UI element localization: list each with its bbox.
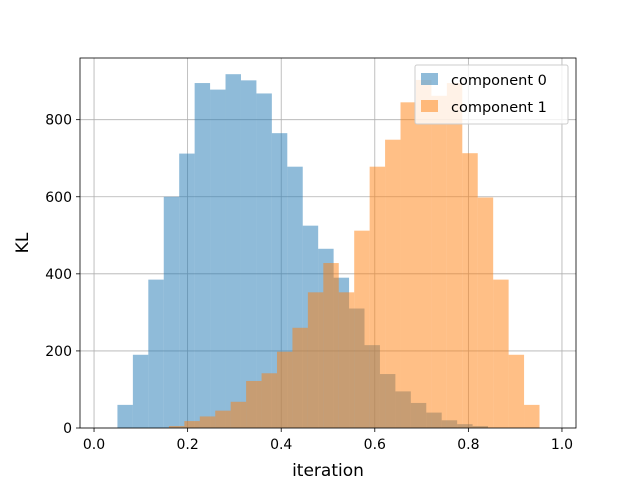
bar-component-1-bin-9 xyxy=(307,292,324,428)
bar-component-0-bin-7 xyxy=(225,74,241,428)
bar-component-1-bin-6 xyxy=(261,373,277,428)
y-tick-label-4: 800 xyxy=(45,113,72,129)
bar-component-1-bin-0 xyxy=(168,426,185,428)
bar-component-1-bin-15 xyxy=(400,102,416,429)
legend: component 0 component 1 xyxy=(414,64,569,125)
plot-frame xyxy=(79,57,577,429)
bar-component-1-bin-10 xyxy=(323,263,339,428)
y-axis-label: KL xyxy=(13,232,33,253)
bar-component-1-bin-12 xyxy=(354,230,370,428)
legend-swatch-component-0 xyxy=(421,73,438,85)
x-tick-label-2: 0.4 xyxy=(270,437,292,453)
bar-component-1-bin-3 xyxy=(215,410,231,428)
x-tick-label-4: 0.8 xyxy=(457,437,479,453)
bar-component-1-bin-19 xyxy=(462,153,478,428)
bar-component-1-bin-13 xyxy=(369,166,386,428)
bar-component-1-bin-5 xyxy=(246,380,262,428)
bar-component-1-bin-23 xyxy=(524,404,540,428)
bar-component-1-bin-17 xyxy=(431,95,447,428)
bar-component-1-bin-8 xyxy=(292,327,308,428)
bar-component-1-bin-14 xyxy=(385,139,401,429)
x-tick-label-5: 1.0 xyxy=(551,437,573,453)
bar-component-0-bin-5 xyxy=(194,83,211,428)
y-tick-label-1: 200 xyxy=(45,344,72,360)
x-axis-label: iteration xyxy=(292,461,364,480)
y-tick-label-0: 0 xyxy=(63,421,72,437)
bar-component-0-bin-4 xyxy=(179,153,195,429)
bar-component-1-bin-16 xyxy=(415,79,432,428)
bar-component-0-bin-8 xyxy=(240,80,257,429)
x-tick-label-1: 0.2 xyxy=(176,437,198,453)
y-tick-label-2: 400 xyxy=(45,267,72,283)
bar-component-0-bin-2 xyxy=(148,279,164,428)
series-component-1-bars xyxy=(168,79,540,429)
bar-component-0-bin-9 xyxy=(256,93,272,428)
bar-component-0-bin-1 xyxy=(132,354,149,428)
bar-component-1-bin-7 xyxy=(276,351,293,428)
bar-component-1-bin-11 xyxy=(338,292,355,428)
x-tick-label-0: 0.0 xyxy=(83,437,105,453)
legend-label-component-0: component 0 xyxy=(451,73,547,89)
bar-component-1-bin-18 xyxy=(446,83,463,428)
bar-component-1-bin-4 xyxy=(230,401,247,428)
y-axis-ticks: 0 200 400 600 800 xyxy=(45,113,80,437)
bar-component-0-bin-0 xyxy=(117,404,133,428)
bar-component-1-bin-21 xyxy=(493,279,509,428)
bar-component-0-bin-6 xyxy=(210,89,226,429)
bar-component-1-bin-20 xyxy=(477,197,494,428)
x-tick-label-3: 0.6 xyxy=(364,437,386,453)
bar-component-1-bin-2 xyxy=(199,416,216,428)
bar-component-1-bin-22 xyxy=(508,354,525,428)
legend-swatch-component-1 xyxy=(421,100,438,112)
x-axis-ticks: 0.0 0.2 0.4 0.6 0.8 1.0 xyxy=(83,428,573,453)
y-tick-label-3: 600 xyxy=(45,190,72,206)
legend-label-component-1: component 1 xyxy=(451,100,547,116)
bar-component-0-bin-3 xyxy=(163,196,180,428)
legend-box xyxy=(414,64,569,125)
bar-component-1-bin-1 xyxy=(184,421,200,428)
